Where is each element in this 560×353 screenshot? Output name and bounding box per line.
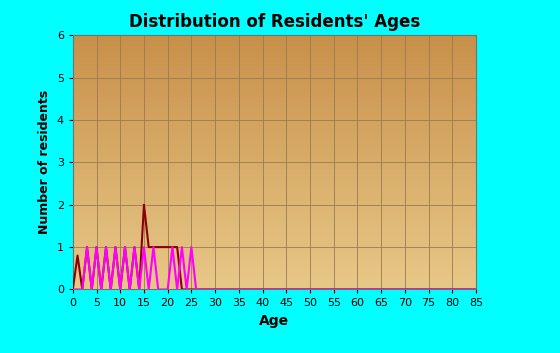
Title: Distribution of Residents' Ages: Distribution of Residents' Ages: [129, 13, 420, 31]
Y-axis label: Number of residents: Number of residents: [38, 90, 51, 234]
X-axis label: Age: Age: [259, 314, 290, 328]
